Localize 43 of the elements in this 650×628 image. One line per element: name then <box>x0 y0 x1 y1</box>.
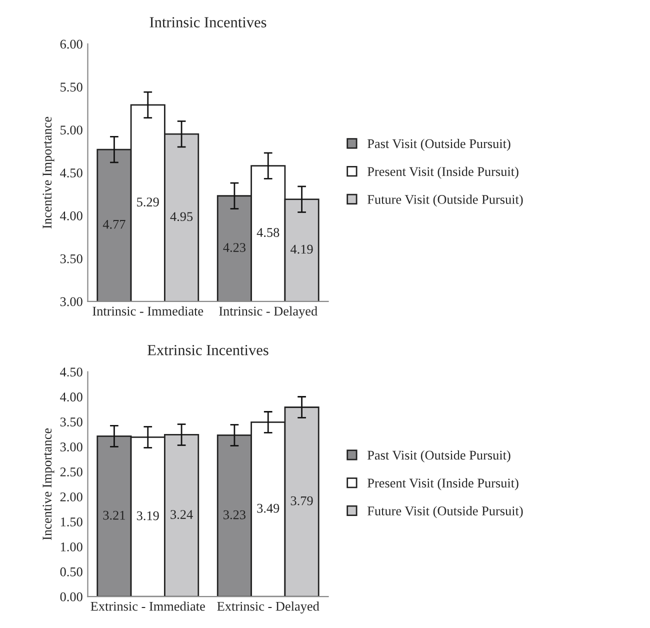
y-tick-label: 2.50 <box>60 468 82 476</box>
y-tick-label: 4.00 <box>60 392 82 402</box>
y-tick-label: 2.00 <box>60 492 82 502</box>
legend-label: Present Visit (Inside Pursuit) <box>368 166 518 179</box>
data-label: 4.23 <box>223 243 246 252</box>
y-tick-label: 0.00 <box>60 592 82 602</box>
x-tick-label: Intrinsic - Delayed <box>219 306 318 318</box>
y-tick-label: 4.50 <box>60 168 82 178</box>
y-tick-label: 4.00 <box>60 211 82 220</box>
y-tick-label: 1.50 <box>60 517 82 526</box>
y-tick-label: 6.00 <box>60 40 82 49</box>
legend-label: Future Visit (Outside Pursuit) <box>368 194 523 207</box>
y-axis-title: Incentive Importance <box>42 116 54 228</box>
y-tick-label: 3.00 <box>60 297 82 306</box>
y-tick-label: 3.50 <box>60 418 82 426</box>
data-label: 3.49 <box>257 504 280 513</box>
y-axis-title: Incentive Importance <box>42 428 54 540</box>
x-tick-label: Extrinsic - Immediate <box>90 601 205 611</box>
legend-label: Past Visit (Outside Pursuit) <box>368 450 510 462</box>
y-tick-label: 0.50 <box>60 567 82 576</box>
data-label: 5.29 <box>137 198 159 207</box>
data-label: 3.79 <box>290 496 313 506</box>
data-label: 4.19 <box>290 244 313 254</box>
y-tick-label: 3.00 <box>60 442 82 452</box>
x-tick-label: Intrinsic - Immediate <box>92 306 204 316</box>
y-tick-label: 1.00 <box>60 542 82 552</box>
y-tick-label: 3.50 <box>60 254 82 264</box>
legend-label: Future Visit (Outside Pursuit) <box>368 506 523 518</box>
y-tick-label: 4.50 <box>60 368 82 377</box>
chart-title: Extrinsic Incentives <box>148 344 268 356</box>
y-tick-label: 5.50 <box>60 82 82 92</box>
data-label: 3.24 <box>170 510 193 520</box>
data-label: 3.23 <box>224 510 246 520</box>
legend-label: Present Visit (Inside Pursuit) <box>368 478 518 490</box>
x-tick-label: Extrinsic - Delayed <box>217 601 320 614</box>
data-label: 4.77 <box>102 220 126 229</box>
data-label: 3.21 <box>103 510 125 520</box>
data-label: 4.58 <box>256 228 280 237</box>
data-label: 4.95 <box>170 212 193 222</box>
chart-title: Intrinsic Incentives <box>150 17 266 28</box>
data-label: 3.19 <box>136 511 159 520</box>
legend-label: Past Visit (Outside Pursuit) <box>368 138 510 151</box>
y-tick-label: 5.00 <box>60 126 82 135</box>
